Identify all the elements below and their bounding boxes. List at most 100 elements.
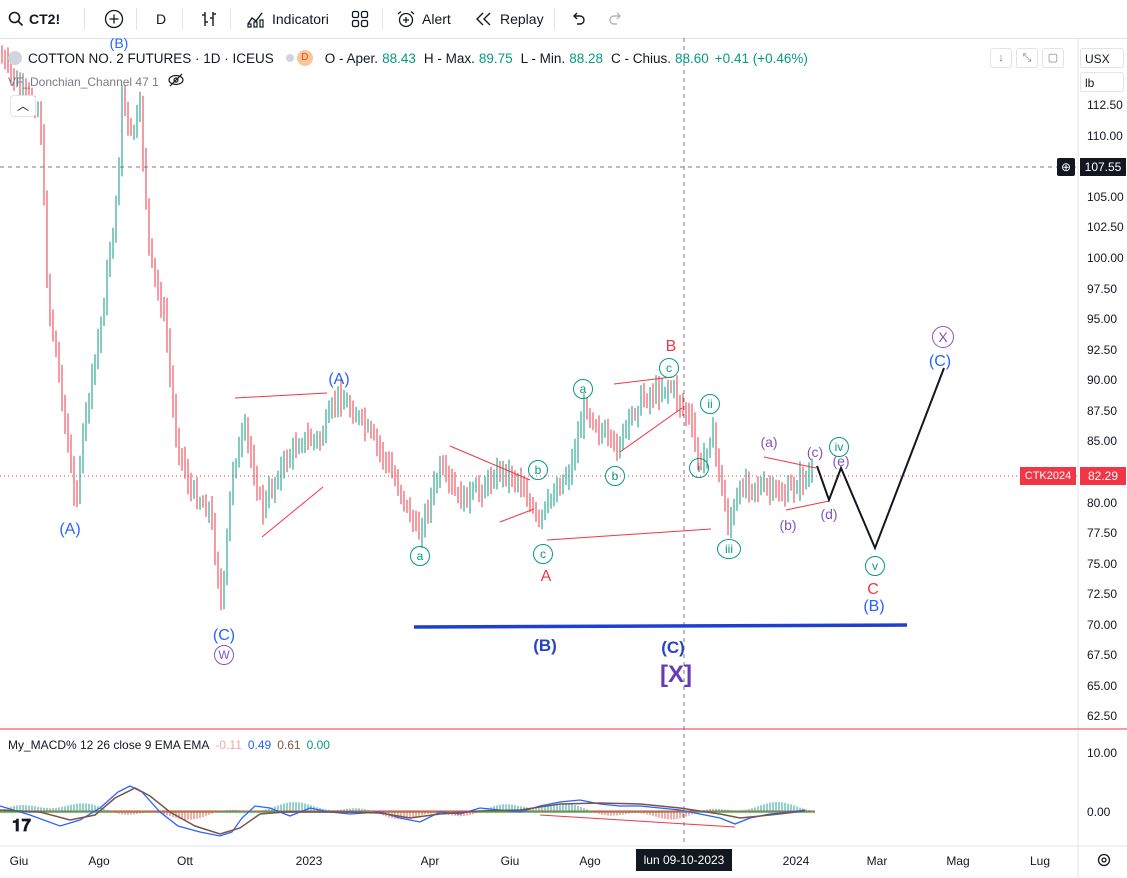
time-tick: Ago bbox=[579, 854, 601, 868]
wave-label-c[interactable]: c bbox=[659, 358, 679, 378]
wave-label-e-paren[interactable]: (e) bbox=[832, 453, 850, 469]
wave-label-v[interactable]: v bbox=[865, 556, 885, 576]
wave-X-circle: X bbox=[932, 326, 954, 348]
price-tick: 95.00 bbox=[1087, 312, 1118, 326]
wave-label-W[interactable]: W bbox=[214, 645, 234, 665]
projected-wave-path[interactable] bbox=[816, 367, 945, 551]
wave-label-b[interactable]: b bbox=[605, 466, 625, 486]
currency-selector[interactable]: USX bbox=[1080, 48, 1124, 68]
wave-label-i[interactable]: i bbox=[689, 458, 709, 478]
wave-label-B-red[interactable]: B bbox=[665, 338, 677, 355]
settings-button[interactable] bbox=[1096, 852, 1112, 868]
macd-value-1: -0.11 bbox=[215, 738, 242, 752]
support-line[interactable] bbox=[413, 623, 908, 629]
arrow-down-icon[interactable]: ↓ bbox=[990, 48, 1012, 68]
templates-button[interactable] bbox=[350, 0, 370, 38]
price-tick: 102.50 bbox=[1087, 220, 1124, 234]
legend: COTTON NO. 2 FUTURES · 1D · ICEUS D O - … bbox=[8, 48, 808, 68]
wave-label-iv[interactable]: iv bbox=[829, 437, 849, 457]
wave-label-A[interactable]: (A) bbox=[328, 371, 350, 388]
legend-controls: ↓ ⤡ ▢ bbox=[990, 48, 1064, 68]
bar-chart-type-icon bbox=[199, 9, 219, 29]
divider bbox=[84, 8, 85, 30]
pattern-drawings[interactable] bbox=[234, 376, 830, 541]
time-tick: 2024 bbox=[782, 854, 810, 868]
divider bbox=[230, 8, 231, 30]
price-tick: 77.50 bbox=[1087, 526, 1118, 540]
time-tick: Giu bbox=[9, 854, 29, 868]
wave-label-A-red[interactable]: A bbox=[540, 568, 552, 585]
open-value: 88.43 bbox=[382, 50, 416, 66]
replay-button[interactable]: Replay bbox=[474, 0, 544, 38]
top-toolbar: CT2! D Indicatori Alert R bbox=[0, 0, 1127, 39]
divider bbox=[554, 8, 555, 30]
eye-off-icon[interactable] bbox=[167, 73, 185, 90]
wave-label-b[interactable]: b bbox=[528, 460, 548, 480]
time-tick: Ott bbox=[176, 854, 194, 868]
wave-c-circle: c bbox=[533, 544, 553, 564]
undo-button[interactable] bbox=[568, 0, 588, 38]
last-price-tag: 82.29 bbox=[1080, 467, 1126, 485]
legend-collapse-button[interactable]: ︿ bbox=[10, 95, 36, 117]
wave-label-ii[interactable]: ii bbox=[700, 394, 720, 414]
replay-label: Replay bbox=[500, 11, 544, 27]
wave-label-b-paren[interactable]: (b) bbox=[779, 517, 797, 533]
chart-type-button[interactable] bbox=[199, 0, 219, 38]
wave-label-C-mid[interactable]: (C) bbox=[661, 638, 685, 657]
symbol-name: CT2! bbox=[29, 11, 61, 27]
low-value: 88.28 bbox=[569, 50, 603, 66]
time-tick: Apr bbox=[420, 854, 440, 868]
wave-label-X-right[interactable]: X bbox=[932, 326, 954, 348]
high-value: 89.75 bbox=[478, 50, 513, 66]
indicators-button[interactable]: Indicatori bbox=[246, 0, 329, 38]
macd-legend[interactable]: My_MACD% 12 26 close 9 EMA EMA -0.11 0.4… bbox=[8, 738, 330, 752]
wave-label-a[interactable]: a bbox=[410, 546, 430, 566]
wave-label-c-paren[interactable]: (c) bbox=[806, 444, 824, 460]
interval-button[interactable]: D bbox=[156, 0, 166, 38]
close-value: 88.60 bbox=[675, 50, 709, 66]
wave-label-c[interactable]: c bbox=[533, 544, 553, 564]
price-tick: 87.50 bbox=[1087, 404, 1118, 418]
collapse-icon[interactable]: ⤡ bbox=[1016, 48, 1038, 68]
maximize-icon[interactable]: ▢ bbox=[1042, 48, 1064, 68]
delay-badge: D bbox=[296, 50, 313, 66]
tradingview-logo[interactable]: 𝟏𝟕 bbox=[12, 816, 31, 836]
contract-tag: CTK2024 bbox=[1020, 467, 1076, 485]
open-label: O - Aper. bbox=[324, 50, 379, 66]
price-tick: 70.00 bbox=[1087, 618, 1118, 632]
time-tick: 2023 bbox=[295, 854, 323, 868]
wave-label-d-paren[interactable]: (d) bbox=[820, 506, 838, 522]
compare-button[interactable] bbox=[104, 0, 124, 38]
divider bbox=[182, 8, 183, 30]
symbol-search[interactable]: CT2! bbox=[8, 0, 60, 38]
wave-label-A[interactable]: (A) bbox=[59, 521, 81, 538]
wave-label-X-bracket[interactable]: [X] bbox=[660, 661, 692, 688]
wave-a-circle: a bbox=[573, 379, 593, 399]
macd-name: My_MACD% 12 26 close 9 EMA EMA bbox=[8, 738, 210, 752]
wave-label-a[interactable]: a bbox=[573, 379, 593, 399]
alert-button[interactable]: Alert bbox=[396, 0, 451, 38]
wave-label-C-red[interactable]: C bbox=[867, 581, 879, 598]
redo-button[interactable] bbox=[606, 0, 626, 38]
indicator-legend[interactable]: VF_Donchian_Channel 47 1 bbox=[8, 73, 185, 90]
alert-label: Alert bbox=[422, 11, 451, 27]
wave-label-B-right[interactable]: (B) bbox=[863, 598, 885, 615]
price-tick: 105.00 bbox=[1087, 190, 1124, 204]
unit-selector[interactable]: lb bbox=[1080, 72, 1124, 92]
wave-iv-circle: iv bbox=[829, 437, 849, 457]
wave-label-C-right[interactable]: (C) bbox=[928, 353, 952, 370]
unit-label: lb bbox=[1085, 76, 1095, 90]
wave-label-C[interactable]: (C) bbox=[212, 627, 236, 644]
wave-label-a-paren[interactable]: (a) bbox=[760, 434, 778, 450]
divider bbox=[136, 8, 137, 30]
series-title[interactable]: COTTON NO. 2 FUTURES · 1D · ICEUS bbox=[28, 50, 274, 66]
wave-iii-circle: iii bbox=[717, 539, 741, 559]
wave-label-iii[interactable]: iii bbox=[717, 539, 741, 559]
add-price-button[interactable]: ⊕ bbox=[1057, 158, 1075, 176]
price-tick: 65.00 bbox=[1087, 679, 1118, 693]
price-tick: 75.00 bbox=[1087, 557, 1118, 571]
price-tick: 110.00 bbox=[1087, 129, 1123, 143]
wave-label-B-mid[interactable]: (B) bbox=[533, 636, 557, 655]
wave-label-B[interactable]: (B) bbox=[109, 35, 129, 51]
